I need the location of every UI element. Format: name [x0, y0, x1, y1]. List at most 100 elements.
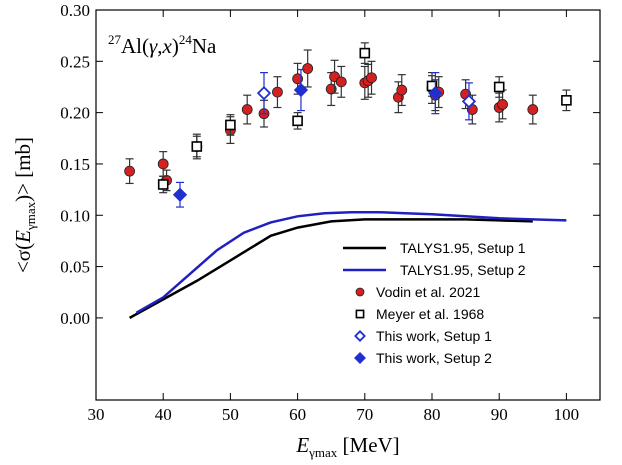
legend-label: This work, Setup 1 — [376, 328, 492, 344]
marker-circle — [157, 158, 169, 170]
data-point — [493, 76, 505, 98]
legend-item: TALYS1.95, Setup 2 — [343, 262, 526, 278]
annot-mass-target: 27 — [108, 32, 122, 47]
legend: TALYS1.95, Setup 1 TALYS1.95, Setup 2 Vodi… — [343, 240, 526, 366]
reaction-annotation: 27Al(γ,x)24Na — [108, 32, 217, 58]
y-tick-label: 0.00 — [60, 309, 90, 328]
y-axis-ticks: 0.00 0.05 0.10 0.15 0.20 0.25 0.30 — [60, 1, 600, 328]
marker-diamond — [354, 330, 366, 342]
marker-circle — [241, 104, 253, 115]
marker-circle — [527, 104, 539, 115]
x-axis-title: Eγmax [MeV] — [295, 433, 399, 460]
marker-diamond — [354, 352, 366, 364]
legend-label: TALYS1.95, Setup 1 — [400, 240, 526, 256]
x-tick-label: 30 — [88, 405, 105, 424]
y-axis-title-pre: <σ( — [11, 243, 35, 273]
y-axis-title-post: )> [mb] — [11, 137, 35, 202]
data-point — [272, 76, 283, 109]
marker-square — [561, 95, 572, 106]
marker-square — [225, 119, 236, 131]
marker-circle — [302, 63, 314, 74]
data-point — [428, 72, 443, 115]
y-axis-title-sub: γmax — [23, 201, 38, 231]
y-tick-label: 0.20 — [60, 104, 90, 123]
legend-item: Meyer et al. 1968 — [355, 306, 484, 322]
theory-lines — [128, 210, 567, 319]
data-points — [124, 42, 572, 208]
marker-circle — [325, 83, 337, 95]
data-point — [191, 135, 203, 158]
x-axis-ticks: 30 40 50 60 70 80 90 100 — [88, 10, 580, 424]
x-tick-label: 50 — [222, 405, 239, 424]
marker-diamond — [293, 82, 309, 98]
marker-square — [493, 81, 505, 93]
plot-frame — [95, 9, 601, 401]
y-tick-label: 0.15 — [60, 155, 90, 174]
x-tick-label: 100 — [554, 405, 580, 424]
marker-diamond — [428, 86, 443, 101]
marker-circle — [335, 76, 347, 88]
y-tick-label: 0.30 — [60, 1, 90, 20]
marker-circle — [272, 86, 283, 98]
data-point — [124, 158, 136, 185]
legend-item: This work, Setup 2 — [354, 350, 492, 366]
data-point — [302, 49, 314, 88]
series-line-1 — [128, 218, 533, 319]
x-tick-label: 80 — [424, 405, 441, 424]
marker-diamond — [461, 94, 477, 109]
annot-mass-product: 24 — [179, 32, 193, 47]
x-axis-title-sub: γmax — [308, 445, 338, 460]
y-axis-title-main: E — [11, 230, 35, 244]
marker-circle — [396, 84, 408, 96]
data-point — [172, 181, 188, 208]
annot-x: x — [162, 34, 173, 58]
data-point — [256, 72, 272, 115]
marker-circle — [355, 287, 365, 297]
annot-comma: , — [157, 34, 162, 58]
legend-label: Vodin et al. 2021 — [376, 284, 481, 300]
legend-label: Meyer et al. 1968 — [376, 306, 484, 322]
legend-item: TALYS1.95, Setup 1 — [343, 240, 526, 256]
x-tick-label: 40 — [155, 405, 172, 424]
y-tick-label: 0.05 — [60, 258, 90, 277]
marker-diamond — [172, 187, 188, 202]
x-tick-label: 60 — [289, 405, 306, 424]
legend-label: This work, Setup 2 — [376, 350, 492, 366]
data-point — [396, 74, 408, 107]
data-point — [359, 42, 371, 64]
annot-gamma: γ — [149, 34, 158, 58]
data-point — [366, 60, 377, 95]
data-point — [157, 175, 169, 194]
data-point — [293, 68, 309, 112]
marker-diamond — [256, 86, 272, 101]
marker-circle — [124, 165, 136, 177]
data-point — [329, 59, 340, 94]
annot-close: ) — [172, 34, 179, 58]
annot-product: Na — [192, 34, 217, 58]
x-tick-label: 90 — [491, 405, 508, 424]
x-axis-title-main: E — [295, 433, 309, 457]
marker-circle — [497, 99, 508, 110]
marker-square — [157, 179, 169, 190]
legend-item: Vodin et al. 2021 — [355, 284, 481, 300]
data-point — [241, 94, 253, 125]
x-tick-label: 70 — [356, 405, 373, 424]
marker-square — [355, 309, 365, 319]
data-point — [561, 89, 572, 112]
x-axis-title-unit: [MeV] — [337, 433, 399, 457]
data-point — [225, 114, 236, 136]
y-tick-label: 0.10 — [60, 206, 90, 225]
legend-label: TALYS1.95, Setup 2 — [400, 262, 526, 278]
marker-circle — [366, 72, 377, 84]
data-point — [335, 65, 347, 98]
y-axis-title: <σ(Eγmax)> [mb] — [11, 137, 38, 273]
marker-circle — [292, 73, 304, 85]
marker-square — [191, 141, 203, 152]
data-point — [527, 94, 539, 125]
y-tick-label: 0.25 — [60, 52, 90, 71]
data-point — [461, 82, 477, 121]
marker-square — [359, 47, 371, 59]
marker-square — [292, 115, 303, 127]
series-line-2 — [135, 210, 567, 314]
